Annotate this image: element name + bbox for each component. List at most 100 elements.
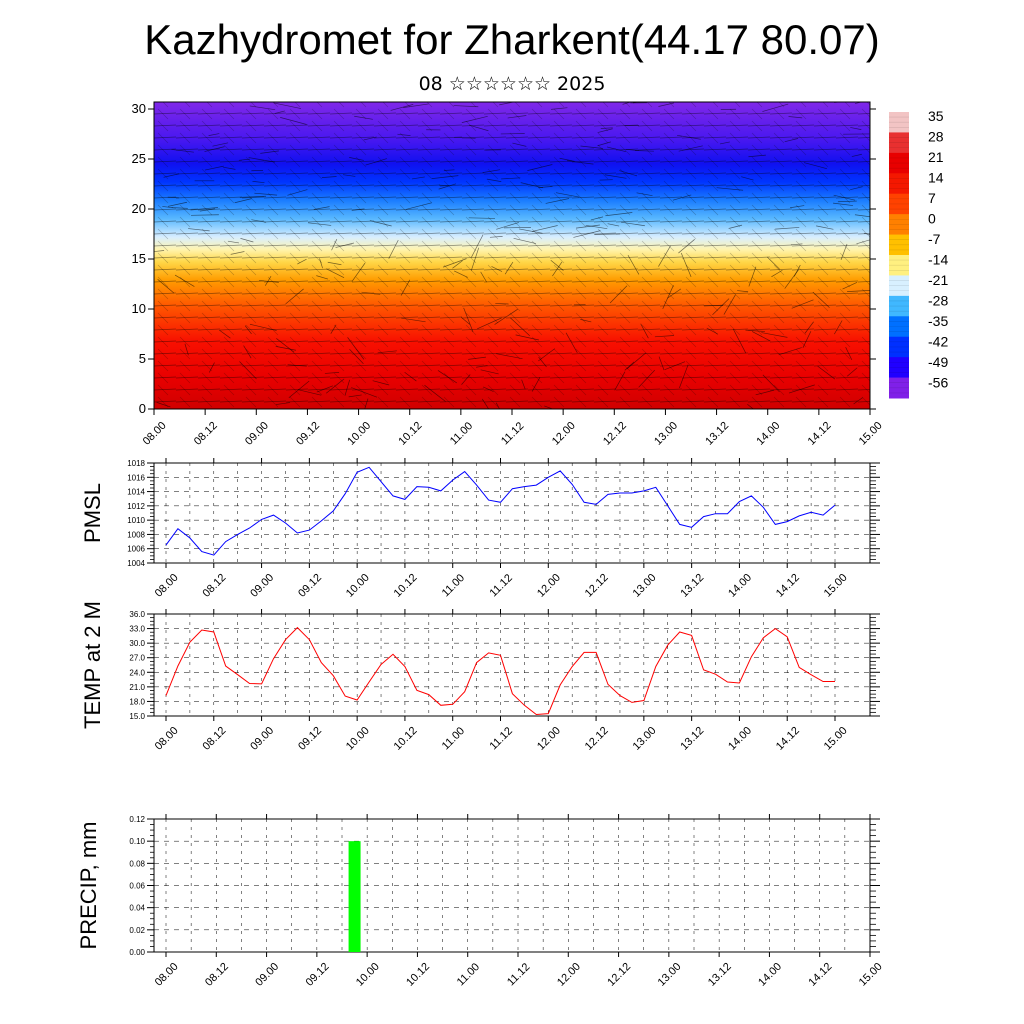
streamline: [454, 136, 476, 139]
streamline: [555, 192, 580, 198]
streamline: [249, 323, 277, 331]
streamline: [244, 325, 252, 335]
streamline: [501, 177, 521, 180]
x-tick-label: 08.00: [153, 572, 181, 600]
streamline: [607, 223, 620, 227]
streamline: [404, 371, 417, 382]
x-tick-label: 10.12: [404, 961, 432, 989]
streamline: [575, 224, 600, 229]
streamline: [489, 236, 503, 238]
streamline: [741, 176, 754, 181]
y-tick-label: 5: [139, 351, 146, 366]
streamline: [461, 374, 471, 385]
colorbar-segment: [889, 295, 909, 317]
temp-chart: 08.00 08.12 09.00 09.12 10.00 10.12 11.00 11.12…: [80, 601, 880, 753]
streamline: [156, 402, 171, 408]
streamline: [212, 142, 229, 147]
streamline: [218, 329, 231, 339]
streamline: [344, 379, 351, 396]
pmsl-chart: 08.00 08.12 09.00 09.12 10.00 10.12 11.00 11.12…: [80, 458, 880, 600]
streamline: [491, 266, 503, 272]
colorbar-label: -49: [928, 354, 948, 370]
streamline: [847, 290, 870, 292]
streamline: [470, 247, 480, 271]
streamline: [454, 270, 468, 278]
streamline: [496, 353, 523, 360]
streamline: [755, 389, 775, 396]
x-tick-label: 12.12: [583, 725, 611, 753]
streamline: [288, 380, 310, 399]
streamline: [625, 148, 639, 152]
x-tick-label: 11.00: [455, 961, 482, 988]
streamline: [833, 194, 856, 201]
streamline: [321, 176, 337, 178]
streamline: [614, 371, 626, 391]
streamline: [363, 136, 377, 141]
streamline: [816, 225, 834, 230]
x-tick-label: 11.00: [440, 725, 467, 752]
streamline: [230, 251, 245, 255]
streamline: [411, 176, 425, 180]
x-tick-label: 15.00: [822, 572, 850, 600]
streamline: [260, 150, 279, 154]
streamline: [184, 343, 189, 356]
x-tick-label: 11.12: [505, 961, 532, 988]
streamline: [854, 102, 863, 104]
x-tick-label: 12.00: [550, 420, 578, 448]
colorbar-label: -14: [928, 252, 948, 268]
streamline: [803, 162, 827, 170]
y-tick-label: 0.02: [129, 926, 145, 935]
streamline: [658, 356, 665, 371]
colorbar-label: 14: [928, 170, 944, 186]
streamline: [845, 347, 853, 361]
streamline: [343, 174, 356, 177]
streamline: [619, 170, 638, 177]
streamline: [171, 207, 188, 209]
streamline: [566, 160, 594, 165]
x-tick-label: 13.12: [678, 572, 706, 600]
streamline: [640, 323, 649, 339]
streamline: [706, 327, 718, 335]
streamline: [745, 329, 765, 332]
y-tick-label: 0.00: [129, 948, 145, 957]
streamline: [551, 107, 568, 110]
y-tick-label: 1008: [127, 530, 145, 539]
streamline: [667, 288, 682, 299]
colorbar: 35 28 21 14 7 0 -7 -14 -21 -28 -35 -42 -49 -56: [889, 108, 948, 399]
colorbar-label: 7: [928, 190, 936, 206]
streamline: [751, 331, 771, 342]
x-tick-label: 14.12: [774, 725, 802, 753]
streamline: [313, 206, 330, 210]
streamline: [775, 227, 800, 230]
colorbar-label: 0: [928, 211, 936, 227]
streamline: [513, 237, 537, 244]
streamline: [627, 254, 640, 275]
y-tick-label: 0: [139, 401, 146, 416]
streamline: [863, 232, 870, 236]
streamline: [208, 133, 220, 136]
streamline: [580, 319, 592, 323]
y-axis-label: PRECIP, mm: [76, 822, 101, 950]
streamline: [748, 266, 757, 287]
streamline: [812, 291, 830, 308]
streamline: [580, 145, 604, 149]
streamline: [846, 367, 858, 377]
streamline: [251, 219, 267, 223]
streamline: [405, 202, 432, 210]
streamline: [856, 239, 870, 245]
streamline: [471, 234, 484, 258]
x-tick-label: 14.12: [806, 961, 834, 989]
streamline: [167, 196, 179, 199]
colorbar-segment: [889, 316, 909, 338]
streamline: [802, 331, 812, 348]
y-tick-label: 18.0: [129, 697, 145, 706]
x-tick-label: 13.12: [678, 725, 706, 753]
plot-frame: [153, 462, 871, 564]
streamline: [351, 208, 365, 211]
streamline: [154, 250, 165, 252]
streamline: [677, 134, 701, 140]
streamline: [452, 260, 463, 269]
streamline: [325, 378, 345, 394]
streamline: [477, 317, 502, 330]
streamline: [190, 207, 219, 211]
